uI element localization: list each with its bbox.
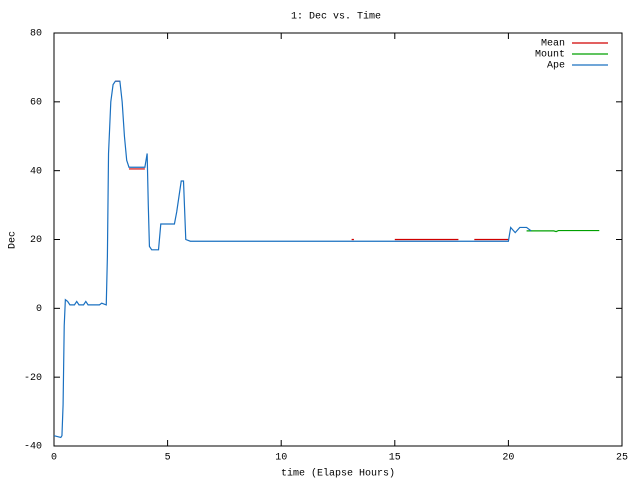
legend-label: Mount bbox=[535, 50, 565, 61]
series-line bbox=[53, 80, 532, 439]
y-tick-label: -20 bbox=[24, 373, 42, 384]
x-tick-label: 20 bbox=[502, 453, 514, 464]
y-tick-label: 40 bbox=[30, 166, 42, 177]
x-tick-label: 0 bbox=[51, 453, 57, 464]
series-line bbox=[526, 229, 600, 233]
y-tick-label: -40 bbox=[24, 442, 42, 453]
x-tick-label: 15 bbox=[389, 453, 401, 464]
y-tick-label: 60 bbox=[30, 97, 42, 108]
y-tick-label: 0 bbox=[36, 304, 42, 315]
x-tick-label: 5 bbox=[165, 453, 171, 464]
y-tick-label: 20 bbox=[30, 235, 42, 246]
x-tick-label: 10 bbox=[275, 453, 287, 464]
plot-frame bbox=[53, 32, 623, 447]
x-tick-label: 25 bbox=[616, 453, 628, 464]
y-axis-label: Dec bbox=[8, 231, 19, 249]
y-tick-label: 80 bbox=[30, 29, 42, 40]
series-line bbox=[115, 80, 509, 241]
x-axis-label: time (Elapse Hours) bbox=[281, 468, 395, 480]
legend-label: Mean bbox=[541, 39, 565, 50]
legend-label: Ape bbox=[547, 61, 565, 72]
chart-title: 1: Dec vs. Time bbox=[291, 11, 381, 23]
